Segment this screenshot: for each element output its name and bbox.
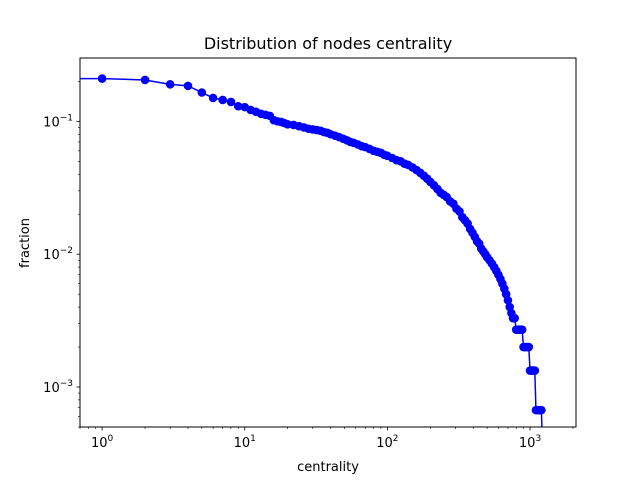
- y-tick-label: 10−1: [43, 113, 73, 130]
- data-point: [537, 405, 546, 415]
- data-point: [165, 80, 175, 89]
- x-tick-label: 102: [376, 434, 398, 451]
- plot-frame: [79, 57, 577, 428]
- data-point: [503, 295, 513, 305]
- x-tick-label: 100: [91, 434, 114, 451]
- x-tick-label: 103: [519, 434, 541, 451]
- x-axis-label: centrality: [297, 460, 359, 475]
- data-point: [524, 342, 534, 352]
- data-point: [183, 81, 193, 91]
- data-point: [140, 75, 150, 85]
- y-axis-label: fraction: [18, 218, 33, 268]
- data-point: [517, 325, 527, 335]
- data-point: [97, 74, 107, 83]
- data-point: [510, 313, 519, 323]
- data-point: [218, 95, 227, 105]
- data-point: [226, 97, 236, 107]
- chart-title: Distribution of nodes centrality: [204, 34, 452, 53]
- y-tick-label: 10−2: [43, 246, 73, 263]
- x-tick-label: 101: [234, 434, 256, 451]
- data-point: [530, 366, 540, 375]
- data-point: [197, 88, 207, 97]
- data-point: [208, 93, 218, 103]
- y-tick-label: 10−3: [43, 379, 73, 396]
- data-point: [233, 101, 243, 111]
